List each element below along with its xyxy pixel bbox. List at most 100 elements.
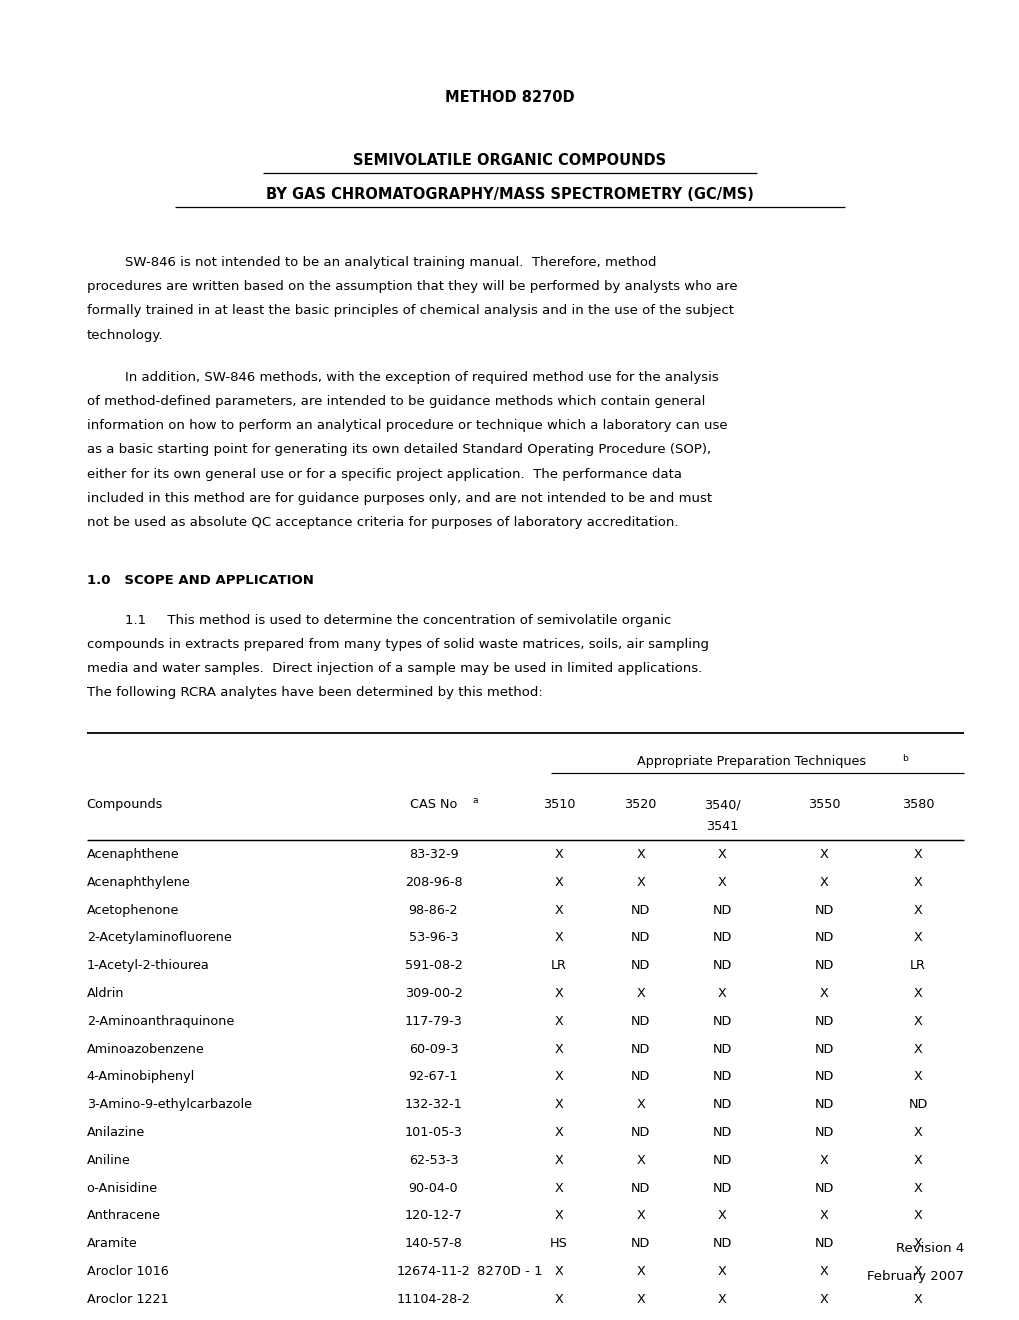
Text: ND: ND [814,904,833,916]
Text: X: X [636,987,644,1001]
Text: technology.: technology. [87,329,163,342]
Text: of method-defined parameters, are intended to be guidance methods which contain : of method-defined parameters, are intend… [87,395,704,408]
Text: 3541: 3541 [705,820,738,833]
Text: X: X [636,1154,644,1167]
Text: X: X [913,932,921,944]
Text: ND: ND [814,1015,833,1028]
Text: compounds in extracts prepared from many types of solid waste matrices, soils, a: compounds in extracts prepared from many… [87,638,708,651]
Text: X: X [913,1237,921,1250]
Text: information on how to perform an analytical procedure or technique which a labor: information on how to perform an analyti… [87,420,727,432]
Text: X: X [913,1265,921,1278]
Text: not be used as absolute QC acceptance criteria for purposes of laboratory accred: not be used as absolute QC acceptance cr… [87,516,678,529]
Text: Anthracene: Anthracene [87,1209,161,1222]
Text: ND: ND [814,1071,833,1084]
Text: X: X [554,1098,562,1111]
Text: ND: ND [814,1181,833,1195]
Text: 53-96-3: 53-96-3 [409,932,458,944]
Text: formally trained in at least the basic principles of chemical analysis and in th: formally trained in at least the basic p… [87,305,733,317]
Text: Appropriate Preparation Techniques: Appropriate Preparation Techniques [636,755,865,768]
Text: X: X [554,1043,562,1056]
Text: either for its own general use or for a specific project application.  The perfo: either for its own general use or for a … [87,467,681,480]
Text: X: X [636,1292,644,1305]
Text: In addition, SW-846 methods, with the exception of required method use for the a: In addition, SW-846 methods, with the ex… [125,371,718,384]
Text: X: X [913,1043,921,1056]
Text: ND: ND [631,1043,649,1056]
Text: X: X [913,1126,921,1139]
Text: X: X [819,1209,827,1222]
Text: X: X [554,932,562,944]
Text: ND: ND [814,960,833,973]
Text: 1-Acetyl-2-thiourea: 1-Acetyl-2-thiourea [87,960,209,973]
Text: b: b [902,754,907,763]
Text: X: X [554,1015,562,1028]
Text: X: X [913,1154,921,1167]
Text: Aroclor 1016: Aroclor 1016 [87,1265,168,1278]
Text: X: X [554,1265,562,1278]
Text: included in this method are for guidance purposes only, and are not intended to : included in this method are for guidance… [87,492,711,504]
Text: SEMIVOLATILE ORGANIC COMPOUNDS: SEMIVOLATILE ORGANIC COMPOUNDS [354,153,665,168]
Text: 140-57-8: 140-57-8 [405,1237,462,1250]
Text: ND: ND [814,1098,833,1111]
Text: X: X [554,1071,562,1084]
Text: ND: ND [712,1181,731,1195]
Text: a: a [472,796,478,805]
Text: as a basic starting point for generating its own detailed Standard Operating Pro: as a basic starting point for generating… [87,444,710,457]
Text: X: X [819,847,827,861]
Text: CAS No: CAS No [410,799,457,812]
Text: procedures are written based on the assumption that they will be performed by an: procedures are written based on the assu… [87,280,737,293]
Text: ND: ND [814,1237,833,1250]
Text: ND: ND [712,1071,731,1084]
Text: Acenaphthylene: Acenaphthylene [87,875,191,888]
Text: The following RCRA analytes have been determined by this method:: The following RCRA analytes have been de… [87,686,542,700]
Text: 1.0   SCOPE AND APPLICATION: 1.0 SCOPE AND APPLICATION [87,574,313,587]
Text: Revision 4: Revision 4 [895,1242,963,1255]
Text: X: X [913,987,921,1001]
Text: 3540/: 3540/ [703,799,740,812]
Text: ND: ND [712,1015,731,1028]
Text: X: X [819,1292,827,1305]
Text: ND: ND [631,1015,649,1028]
Text: X: X [554,987,562,1001]
Text: ND: ND [814,932,833,944]
Text: HS: HS [549,1237,568,1250]
Text: ND: ND [631,960,649,973]
Text: ND: ND [712,904,731,916]
Text: 4-Aminobiphenyl: 4-Aminobiphenyl [87,1071,195,1084]
Text: SW-846 is not intended to be an analytical training manual.  Therefore, method: SW-846 is not intended to be an analytic… [125,256,656,269]
Text: X: X [913,875,921,888]
Text: 3510: 3510 [542,799,575,812]
Text: X: X [717,875,726,888]
Text: media and water samples.  Direct injection of a sample may be used in limited ap: media and water samples. Direct injectio… [87,663,701,675]
Text: 62-53-3: 62-53-3 [409,1154,458,1167]
Text: ND: ND [712,1237,731,1250]
Text: 3-Amino-9-ethylcarbazole: 3-Amino-9-ethylcarbazole [87,1098,252,1111]
Text: 98-86-2: 98-86-2 [409,904,458,916]
Text: X: X [913,1209,921,1222]
Text: X: X [636,875,644,888]
Text: X: X [554,875,562,888]
Text: 2-Acetylaminofluorene: 2-Acetylaminofluorene [87,932,231,944]
Text: 2-Aminoanthraquinone: 2-Aminoanthraquinone [87,1015,233,1028]
Text: 11104-28-2: 11104-28-2 [396,1292,470,1305]
Text: Anilazine: Anilazine [87,1126,145,1139]
Text: X: X [819,1154,827,1167]
Text: X: X [636,1209,644,1222]
Text: METHOD 8270D: METHOD 8270D [444,90,575,104]
Text: Compounds: Compounds [87,799,163,812]
Text: ND: ND [712,1098,731,1111]
Text: o-Anisidine: o-Anisidine [87,1181,158,1195]
Text: 117-79-3: 117-79-3 [405,1015,462,1028]
Text: ND: ND [631,904,649,916]
Text: ND: ND [712,960,731,973]
Text: X: X [636,1098,644,1111]
Text: X: X [554,1181,562,1195]
Text: X: X [554,1292,562,1305]
Text: ND: ND [814,1043,833,1056]
Text: X: X [913,1292,921,1305]
Text: X: X [913,904,921,916]
Text: X: X [717,987,726,1001]
Text: ND: ND [712,932,731,944]
Text: 83-32-9: 83-32-9 [409,847,458,861]
Text: 132-32-1: 132-32-1 [405,1098,462,1111]
Text: X: X [717,1265,726,1278]
